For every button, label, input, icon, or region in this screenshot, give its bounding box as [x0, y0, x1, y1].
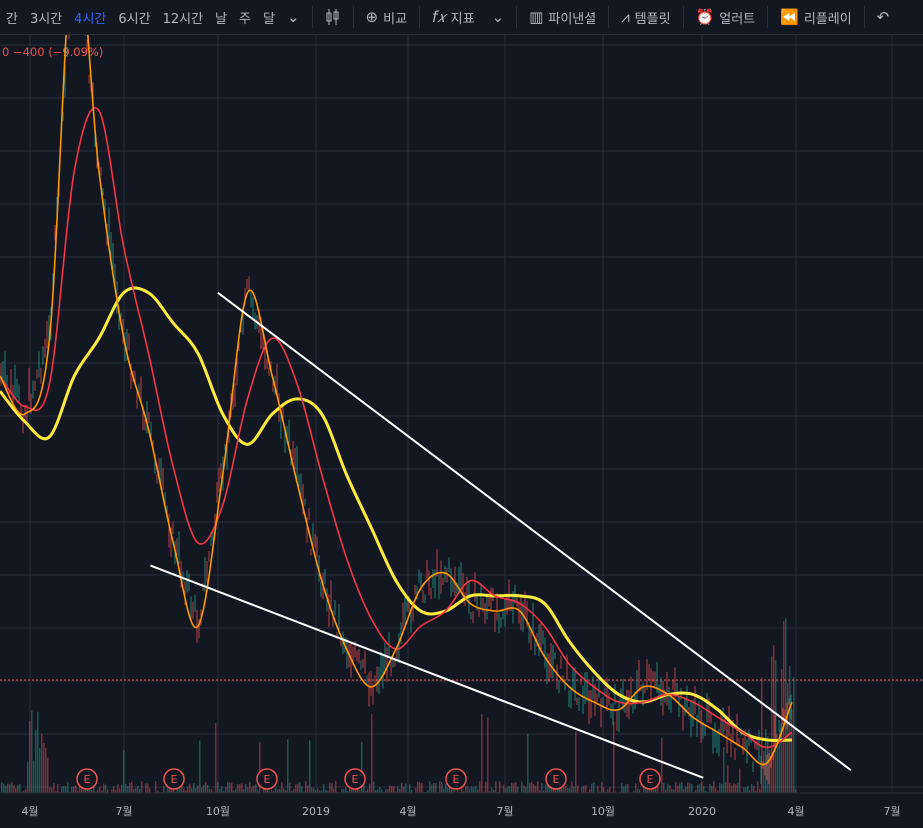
trendline[interactable]	[217, 291, 852, 772]
candlestick-icon[interactable]	[319, 0, 347, 34]
volume-bars	[1, 618, 797, 793]
toolbar-divider	[767, 6, 769, 28]
moving-averages	[0, 35, 793, 766]
rewind-icon: ⏪	[780, 8, 799, 26]
templates-label: 템플릿	[634, 11, 671, 27]
earnings-marker[interactable]: E	[163, 768, 185, 790]
earnings-letter: E	[553, 773, 560, 786]
time-axis: 4월 7월 10월 2019 4월 7월 10월 2020 4월 7월	[0, 792, 923, 818]
bar-chart-icon: ▥	[529, 8, 544, 26]
alert-label: 얼러트	[719, 11, 756, 27]
toolbar-divider	[352, 6, 354, 28]
templates-button[interactable]: ⩘ 템플릿	[615, 0, 676, 34]
toolbar-divider	[311, 6, 313, 28]
trendlines	[150, 291, 852, 779]
toolbar-divider	[419, 6, 421, 28]
x-tick-label: 7월	[496, 805, 513, 818]
earnings-letter: E	[264, 773, 271, 786]
earnings-marker[interactable]: E	[639, 768, 661, 790]
financials-button[interactable]: ▥ 파이낸셜	[523, 0, 602, 34]
x-tick-label: 4월	[21, 805, 38, 818]
x-tick-label: 7월	[883, 805, 900, 818]
toolbar-divider	[608, 6, 610, 28]
earnings-marker[interactable]: E	[545, 768, 567, 790]
toolbar-divider	[516, 6, 518, 28]
x-tick-label: 4월	[399, 805, 416, 818]
price-change-legend: 0 −400 (−9.09%)	[2, 45, 104, 59]
earnings-letter: E	[352, 773, 359, 786]
interval-partial[interactable]: 간	[6, 11, 18, 27]
price-chart[interactable]: E E E E E E E 4월 7월 10월 2019 4월 7월 10월 2020 4월 7월	[0, 35, 923, 828]
moving-average-line	[0, 35, 793, 766]
replay-button[interactable]: ⏪ 리플레이	[774, 0, 858, 34]
chevron-down-icon[interactable]: ⌄	[286, 8, 300, 26]
moving-average-line	[0, 286, 793, 742]
undo-icon[interactable]: ↶	[876, 8, 890, 26]
template-icon: ⩘	[621, 8, 630, 26]
interval-12h[interactable]: 12시간	[162, 11, 204, 27]
x-tick-label: 4월	[787, 805, 804, 818]
earnings-letter: E	[647, 773, 654, 786]
moving-average-line	[0, 107, 793, 749]
earnings-marker[interactable]: E	[256, 768, 278, 790]
compare-label: 비교	[383, 11, 408, 27]
chart-grid	[0, 35, 923, 793]
alert-button[interactable]: ⏰ 얼러트	[690, 0, 762, 34]
interval-day[interactable]: 날	[215, 11, 228, 27]
earnings-letter: E	[453, 773, 460, 786]
x-tick-label: 7월	[115, 805, 132, 818]
x-tick-label: 2019	[302, 805, 330, 818]
toolbar-divider	[682, 6, 684, 28]
earnings-marker[interactable]: E	[445, 768, 467, 790]
earnings-marker[interactable]: E	[344, 768, 366, 790]
interval-week[interactable]: 주	[239, 11, 251, 27]
earnings-marker[interactable]: E	[76, 768, 98, 790]
plus-circle-icon: ⊕	[365, 8, 379, 26]
compare-button[interactable]: ⊕ 비교	[360, 0, 414, 34]
interval-3h[interactable]: 3시간	[29, 11, 63, 27]
x-tick-label: 10월	[591, 805, 615, 818]
interval-month[interactable]: 달	[262, 11, 275, 27]
interval-6h[interactable]: 6시간	[118, 11, 151, 27]
indicators-button[interactable]: f𝑥 지표 ⌄	[426, 0, 510, 34]
earnings-letter: E	[84, 773, 91, 786]
chevron-down-icon: ⌄	[491, 8, 505, 26]
price-candles	[0, 35, 792, 785]
indicators-label: 지표	[450, 11, 475, 27]
trendline[interactable]	[150, 564, 704, 779]
toolbar-divider	[863, 6, 865, 28]
top-toolbar: 간 3시간 4시간 6시간 12시간 날 주 달 ⌄ ⊕ 비교 f𝑥 지표 ⌄ ▥ 파이…	[0, 0, 923, 35]
interval-4h[interactable]: 4시간	[74, 11, 107, 27]
replay-label: 리플레이	[803, 11, 852, 27]
x-tick-label: 2020	[688, 805, 716, 818]
function-icon: f𝑥	[432, 8, 446, 26]
financials-label: 파이낸셜	[548, 11, 597, 27]
earnings-letter: E	[171, 773, 178, 786]
x-tick-label: 10월	[206, 805, 230, 818]
alarm-clock-icon: ⏰	[695, 8, 715, 26]
